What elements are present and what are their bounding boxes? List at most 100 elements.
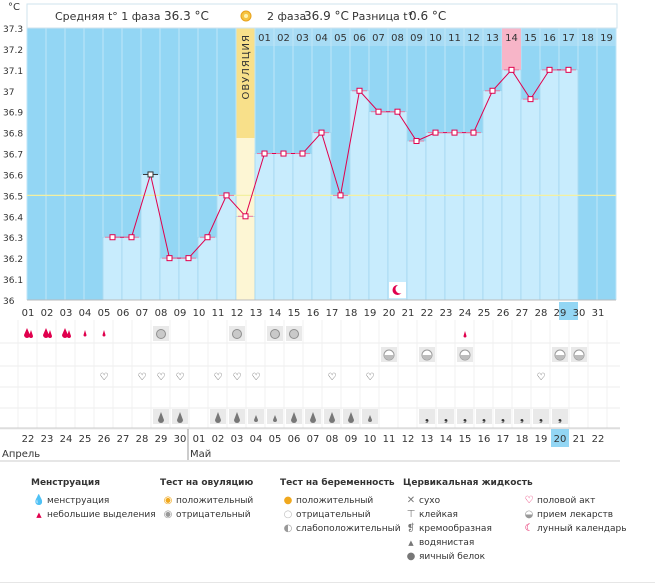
heart-icon: ♡	[233, 372, 242, 383]
y-tick-label: 36	[3, 297, 15, 307]
cycle-day-label: 04	[79, 308, 92, 319]
ovtest-negative-icon: ◉	[163, 509, 173, 520]
phase1-label: Средняя t° 1 фаза	[55, 10, 161, 23]
creamy-icon: ❟	[539, 413, 543, 424]
date-label: 30	[174, 434, 187, 445]
spotting-icon	[83, 330, 87, 337]
y-tick-label: 36.5	[3, 192, 23, 202]
phase2-day-label: 08	[391, 33, 404, 44]
date-label: 22	[22, 434, 35, 445]
cycle-day-label: 22	[421, 308, 434, 319]
eggwhite-icon	[215, 412, 221, 423]
moon-icon-cut	[395, 284, 405, 294]
legend-intercourse: половой акт	[537, 496, 596, 506]
temperature-bar	[463, 132, 484, 301]
eggwhite-icon	[177, 412, 183, 423]
cycle-day-label: 08	[155, 308, 168, 319]
temperature-point	[166, 255, 173, 262]
pill-icon: ◒	[524, 509, 534, 520]
date-label: 10	[364, 434, 377, 445]
phase2-day-label: 12	[467, 33, 480, 44]
date-label: 14	[440, 434, 453, 445]
watery-icon	[368, 415, 372, 422]
date-label: 05	[269, 434, 282, 445]
temperature-point	[261, 150, 268, 157]
date-label: 18	[516, 434, 529, 445]
creamy-icon: ❟	[463, 413, 467, 424]
cycle-day-label: 23	[440, 308, 453, 319]
legend-fluid-eggwhite: яичный белок	[419, 552, 486, 562]
spotting-icon	[463, 331, 467, 338]
pregtest-weak-half	[555, 355, 565, 360]
temperature-bar	[444, 132, 465, 301]
creamy-icon: ❟	[482, 413, 486, 424]
date-label: 29	[155, 434, 168, 445]
ovtest-negative-icon	[232, 329, 242, 339]
heart-icon: ♡	[214, 372, 223, 383]
cycle-day-label: 12	[231, 308, 244, 319]
temperature-point	[299, 150, 306, 157]
date-label: 15	[459, 434, 472, 445]
temperature-point	[242, 213, 249, 220]
sun-icon-core	[244, 14, 248, 18]
temperature-bar	[292, 153, 313, 301]
temperature-point	[356, 87, 363, 94]
cycle-day-label: 05	[98, 308, 111, 319]
date-label: 24	[60, 434, 73, 445]
date-label: 16	[478, 434, 491, 445]
eggwhite-icon	[329, 412, 335, 423]
y-tick-label: 37	[3, 88, 14, 98]
date-label: 08	[326, 434, 339, 445]
temperature-point	[280, 150, 287, 157]
eggwhite-icon	[310, 412, 316, 423]
y-axis-unit: °C	[8, 2, 20, 13]
temperature-point	[508, 66, 515, 73]
y-tick-label: 37.1	[3, 67, 23, 77]
y-tick-label: 36.3	[3, 234, 23, 244]
phase2-day-label: 03	[296, 33, 309, 44]
temperature-point	[223, 192, 230, 199]
pregtest-weak-icon: ◐	[283, 523, 293, 534]
temperature-bar	[140, 174, 161, 301]
ovtest-negative-icon	[289, 329, 299, 339]
temperature-bar	[159, 257, 180, 301]
date-label: 09	[345, 434, 358, 445]
temperature-point	[451, 129, 458, 136]
menstruation-icon	[24, 328, 33, 338]
temperature-point	[204, 234, 211, 241]
spotting-icon: ▲	[36, 511, 42, 519]
pregtest-negative-icon: ○	[283, 509, 293, 520]
cycle-day-label: 26	[497, 308, 510, 319]
legend-fluid: Цервикальная жидкость ✕ сухо ⊤ клейкая ❡ кр…	[403, 478, 533, 564]
phase2-day-highlight	[502, 28, 521, 46]
y-tick-label: 36.6	[3, 171, 23, 181]
heart-icon: ♡	[138, 372, 147, 383]
creamy-icon: ❟	[520, 413, 524, 424]
cycle-day-label: 24	[459, 308, 472, 319]
cycle-day-label: 01	[22, 308, 35, 319]
chart-header: Средняя t° 1 фаза 36.3 °C 2 фаза 36.9 °C…	[26, 3, 618, 29]
y-tick-label: 36.9	[3, 109, 23, 119]
diff-value: 0.6 °C	[409, 9, 446, 23]
ovtest-positive-icon: ◉	[163, 495, 173, 506]
temperature-point	[109, 234, 116, 241]
legend-pregtest-title: Тест на беременность	[280, 478, 395, 488]
heart-icon: ♡	[524, 495, 534, 506]
creamy-icon: ❟	[501, 413, 505, 424]
cycle-day-label: 13	[250, 308, 263, 319]
legend-fluid-watery: водянистая	[419, 538, 475, 548]
legend-menstruation-item: менструация	[47, 496, 110, 506]
heart-icon: ♡	[176, 372, 185, 383]
phase2-day-label: 06	[353, 33, 366, 44]
pregtest-weak-half	[574, 355, 584, 360]
legend-other: ♡ половой акт ◒ прием лекарств ☾ лунный кал…	[521, 494, 627, 536]
fluid-cell	[457, 409, 473, 424]
cycle-day-label: 10	[193, 308, 206, 319]
legend-menstruation-title: Менструация	[31, 478, 100, 488]
phase2-day-label: 01	[258, 33, 271, 44]
temperature-bar	[197, 236, 218, 301]
date-label: 23	[41, 434, 54, 445]
legend-fluid-title: Цервикальная жидкость	[403, 478, 533, 488]
y-tick-label: 36.4	[3, 213, 23, 223]
